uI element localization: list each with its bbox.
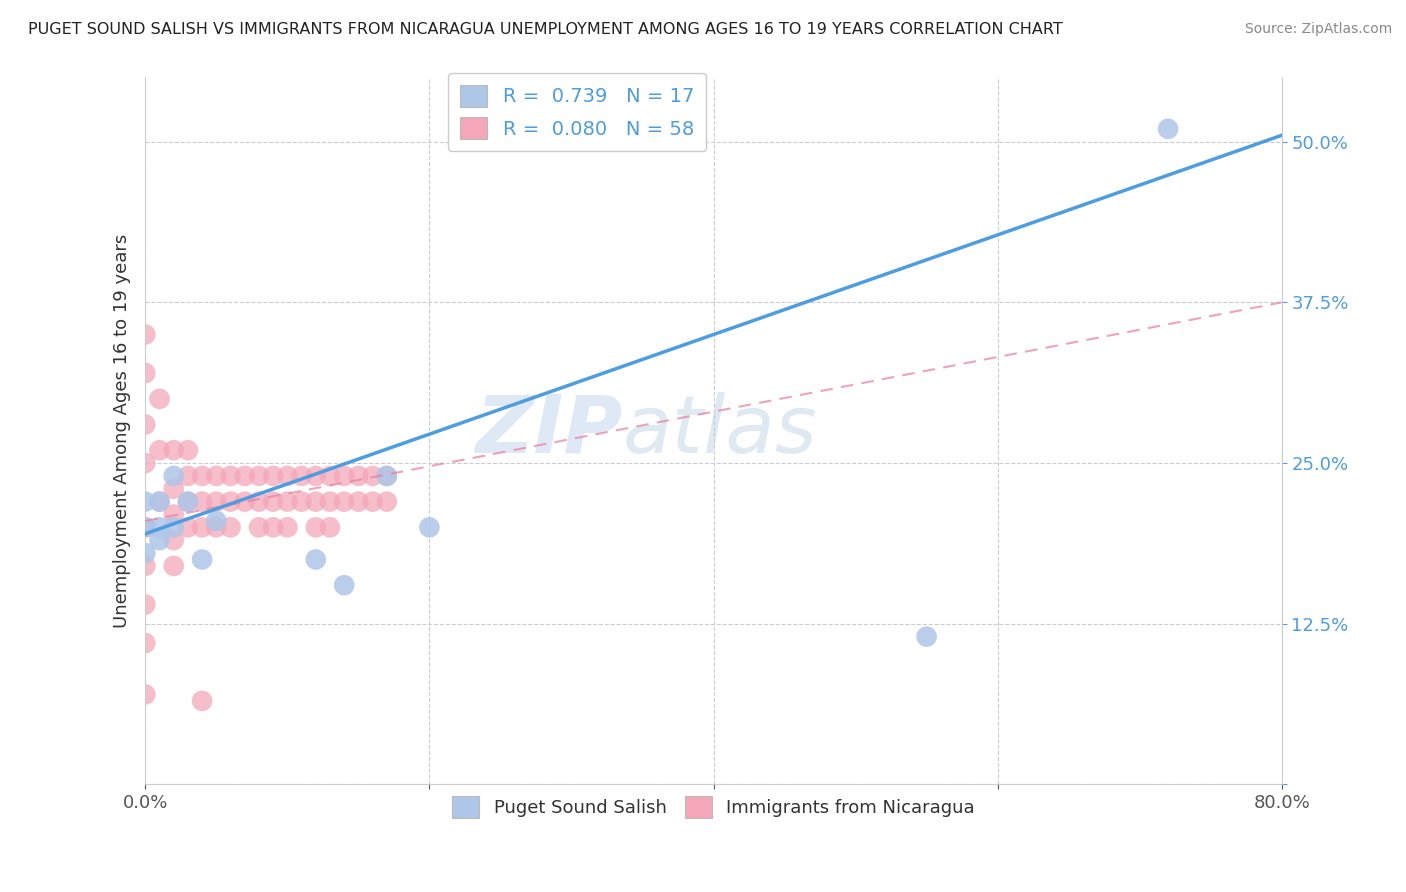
Point (134, 366, 156, 380)
Point (148, 494, 170, 508)
Point (134, 494, 156, 508)
Point (333, 494, 356, 508)
Point (134, 558, 156, 573)
Point (148, 443, 170, 458)
Point (148, 392, 170, 406)
Point (205, 494, 228, 508)
Point (347, 494, 370, 508)
Point (276, 494, 298, 508)
Point (262, 494, 284, 508)
Point (290, 469, 312, 483)
Point (134, 417, 156, 432)
Text: PUGET SOUND SALISH VS IMMIGRANTS FROM NICARAGUA UNEMPLOYMENT AMONG AGES 16 TO 19: PUGET SOUND SALISH VS IMMIGRANTS FROM NI… (28, 22, 1063, 37)
Point (333, 469, 356, 483)
Point (247, 520, 270, 534)
Point (375, 469, 398, 483)
Point (305, 494, 328, 508)
Point (134, 636, 156, 650)
Point (134, 456, 156, 470)
Point (191, 494, 214, 508)
Point (134, 688, 156, 702)
Point (205, 520, 228, 534)
Text: atlas: atlas (623, 392, 817, 470)
Point (1157, 121, 1180, 136)
Point (191, 469, 214, 483)
Point (134, 327, 156, 342)
Point (163, 520, 186, 534)
Point (333, 578, 356, 592)
Point (276, 520, 298, 534)
Point (163, 533, 186, 548)
Point (134, 520, 156, 534)
Point (177, 494, 200, 508)
Point (134, 520, 156, 534)
Point (177, 469, 200, 483)
Point (290, 494, 312, 508)
Point (219, 520, 242, 534)
Point (177, 443, 200, 458)
Point (191, 552, 214, 566)
Text: ZIP: ZIP (475, 392, 623, 470)
Point (205, 469, 228, 483)
Point (163, 469, 186, 483)
Point (262, 520, 284, 534)
Point (233, 469, 256, 483)
Point (305, 469, 328, 483)
Point (219, 494, 242, 508)
Point (134, 598, 156, 612)
Point (319, 469, 342, 483)
Point (148, 494, 170, 508)
Point (163, 508, 186, 522)
Text: Source: ZipAtlas.com: Source: ZipAtlas.com (1244, 22, 1392, 37)
Point (148, 520, 170, 534)
Point (177, 494, 200, 508)
Point (262, 469, 284, 483)
Point (205, 514, 228, 528)
Point (148, 533, 170, 548)
Point (233, 494, 256, 508)
Y-axis label: Unemployment Among Ages 16 to 19 years: Unemployment Among Ages 16 to 19 years (114, 234, 131, 628)
Point (361, 494, 384, 508)
Point (276, 469, 298, 483)
Point (375, 494, 398, 508)
Point (191, 694, 214, 708)
Point (319, 494, 342, 508)
Point (305, 552, 328, 566)
Point (915, 630, 938, 644)
Point (375, 469, 398, 483)
Point (177, 520, 200, 534)
Point (319, 520, 342, 534)
Point (163, 482, 186, 496)
Point (247, 494, 270, 508)
Point (247, 469, 270, 483)
Point (219, 469, 242, 483)
Point (361, 469, 384, 483)
Point (347, 469, 370, 483)
Point (163, 443, 186, 458)
Point (418, 520, 440, 534)
Point (163, 558, 186, 573)
Point (134, 546, 156, 560)
Point (305, 520, 328, 534)
Legend: Puget Sound Salish, Immigrants from Nicaragua: Puget Sound Salish, Immigrants from Nica… (444, 789, 981, 825)
Point (191, 520, 214, 534)
